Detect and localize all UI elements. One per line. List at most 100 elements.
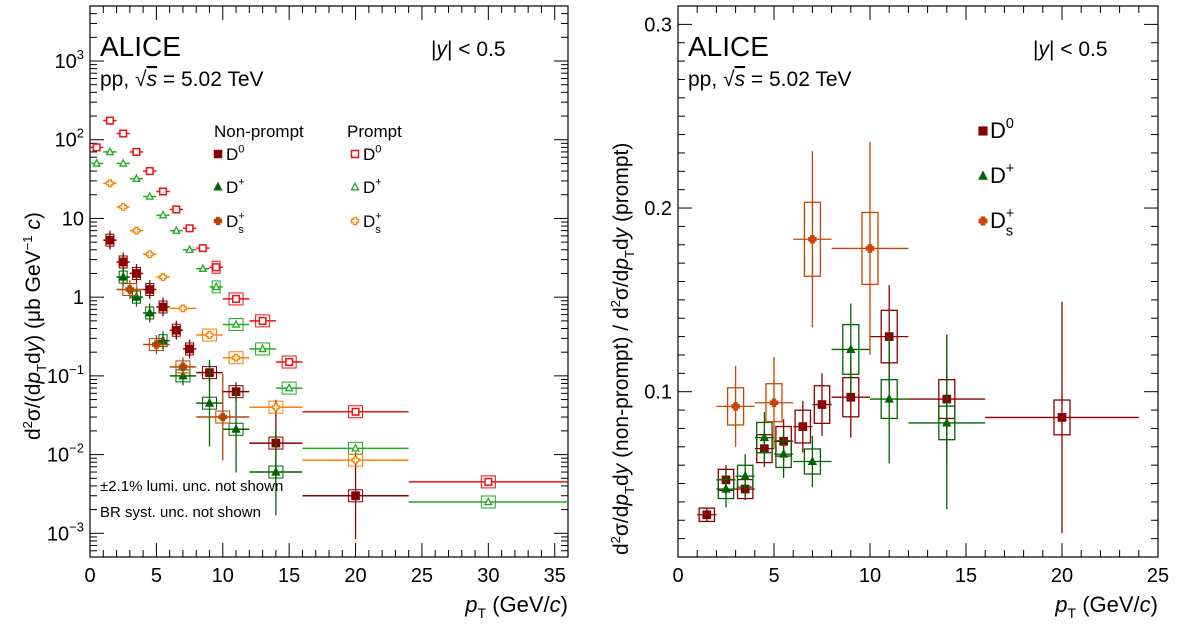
point-prompt-Dplus	[158, 210, 168, 219]
point-prompt-Dplus	[132, 173, 141, 182]
ratio-point-Dsplus	[865, 244, 875, 253]
ratio-point-D0-syst-box	[813, 385, 831, 424]
point-prompt-Dplus	[92, 158, 102, 167]
superscript: 0	[238, 143, 244, 155]
point-prompt-Dplus	[483, 496, 493, 506]
superscript: 0	[1006, 116, 1014, 132]
legend-label-Dplus: D+	[990, 161, 1014, 188]
legend-marker-prompt-Dsplus	[350, 216, 360, 226]
superscript: +	[238, 176, 244, 188]
point-nonprompt-D0	[105, 235, 115, 245]
y-tick-label: 103	[55, 47, 84, 73]
legend-header-nonprompt: Non-prompt	[214, 122, 304, 141]
ratio-point-Dplus-syst-box	[803, 448, 822, 475]
y-tick-label: 0.1	[644, 382, 672, 404]
legend-marker-prompt-D0	[350, 149, 360, 159]
tick-base: 10	[47, 445, 69, 467]
x-tick-label: 5	[151, 565, 162, 587]
legend-marker-nonprompt-Dplus	[213, 181, 223, 191]
point-prompt-Dplus-syst-box	[255, 342, 271, 356]
tick-base: 1	[73, 287, 84, 309]
point-nonprompt-D0	[171, 325, 181, 335]
left-system-label: pp, √s = 5.02 TeV	[100, 68, 264, 91]
ratio-point-D0	[798, 422, 808, 431]
point-prompt-D0	[92, 143, 101, 152]
tick-base: 10	[62, 208, 84, 230]
point-prompt-Dplus-syst-box	[480, 495, 496, 509]
superscript: +	[1006, 206, 1014, 222]
point-nonprompt-Dplus	[145, 307, 155, 317]
ratio-point-Dplus-syst-box	[756, 421, 773, 454]
point-prompt-Dplus	[211, 281, 221, 291]
ratio-point-D0-syst-box	[794, 409, 812, 444]
legend-header-prompt: Prompt	[347, 122, 402, 141]
point-nonprompt-Dplus-syst-box	[228, 422, 244, 436]
subscript: s	[238, 224, 244, 236]
ratio-point-D0	[702, 510, 712, 520]
tick-exp: 2	[77, 126, 84, 141]
point-nonprompt-D0	[351, 491, 360, 501]
ratio-point-Dplus-syst-box	[736, 464, 754, 488]
x-tick-label: 0	[84, 565, 95, 587]
left-rapidity-label: |y| < 0.5	[431, 38, 506, 61]
point-prompt-Dsplus	[232, 353, 241, 362]
point-nonprompt-D0	[132, 269, 141, 278]
point-prompt-Dplus	[105, 146, 115, 156]
tick-exp: 3	[77, 47, 84, 62]
species-letter: D	[990, 163, 1006, 188]
legend-label-Dplus: D+	[226, 176, 245, 197]
ratio-point-Dsplus	[808, 235, 817, 244]
left-experiment-label: ALICE	[100, 31, 181, 62]
ratio-point-Dplus	[884, 393, 894, 403]
point-prompt-D0	[351, 407, 360, 416]
point-nonprompt-Dsplus	[218, 412, 228, 422]
ratio-point-Dsplus	[731, 402, 740, 411]
point-nonprompt-Dsplus	[125, 285, 135, 294]
point-prompt-Dplus-syst-box	[281, 381, 297, 395]
legend-marker-nonprompt-Dsplus	[213, 216, 223, 226]
ratio-point-Dplus-syst-box	[842, 323, 860, 375]
species-letter: D	[226, 145, 238, 164]
left-x-axis-title: pT (GeV/c)	[464, 592, 568, 621]
point-prompt-D0	[105, 116, 114, 125]
x-tick-label: 0	[672, 565, 683, 587]
right-experiment-label: ALICE	[688, 31, 769, 62]
y-tick-label: 10−2	[47, 441, 84, 467]
point-prompt-D0	[212, 263, 221, 272]
ratio-point-Dplus	[721, 483, 731, 493]
point-prompt-Dsplus	[178, 304, 187, 313]
point-nonprompt-Dsplus-syst-box	[175, 360, 191, 374]
ratio-point-D0-syst-box	[1053, 399, 1071, 436]
point-nonprompt-Dsplus-syst-box	[215, 410, 231, 424]
tick-base: 10	[55, 130, 77, 152]
ratio-point-Dplus	[846, 344, 856, 353]
point-prompt-Dsplus	[159, 273, 167, 282]
point-prompt-Dsplus	[205, 331, 214, 340]
species-letter: D	[363, 212, 375, 231]
left-data-marks	[90, 116, 568, 540]
right-legend: D0D+D+ s	[978, 116, 1014, 240]
tick-base: 10	[47, 366, 69, 388]
legend-label-Dsplus: D+ s	[363, 210, 382, 236]
x-tick-label: 20	[1051, 565, 1073, 587]
point-prompt-Dsplus	[271, 403, 280, 412]
point-prompt-D0	[285, 357, 294, 367]
ratio-point-Dsplus-syst-box	[765, 383, 783, 423]
point-nonprompt-Dplus	[271, 466, 281, 476]
tick-exp: −3	[69, 519, 84, 534]
br-note: BR syst. unc. not shown	[100, 504, 261, 521]
species-letter: D	[226, 212, 238, 231]
point-prompt-Dsplus	[351, 456, 360, 465]
ratio-point-Dplus-syst-box	[717, 478, 735, 500]
point-prompt-D0-syst-box	[255, 314, 271, 328]
point-prompt-Dsplus	[105, 179, 114, 188]
ratio-point-Dplus	[740, 470, 750, 480]
point-nonprompt-Dsplus	[152, 340, 161, 349]
y-tick-label: 0.3	[644, 14, 672, 36]
point-prompt-Dplus-syst-box	[228, 317, 244, 331]
point-prompt-D0	[198, 244, 207, 253]
right-x-axis-title: pT (GeV/c)	[1054, 592, 1158, 621]
point-prompt-Dsplus-syst-box	[228, 351, 244, 365]
point-prompt-Dplus	[198, 263, 208, 272]
